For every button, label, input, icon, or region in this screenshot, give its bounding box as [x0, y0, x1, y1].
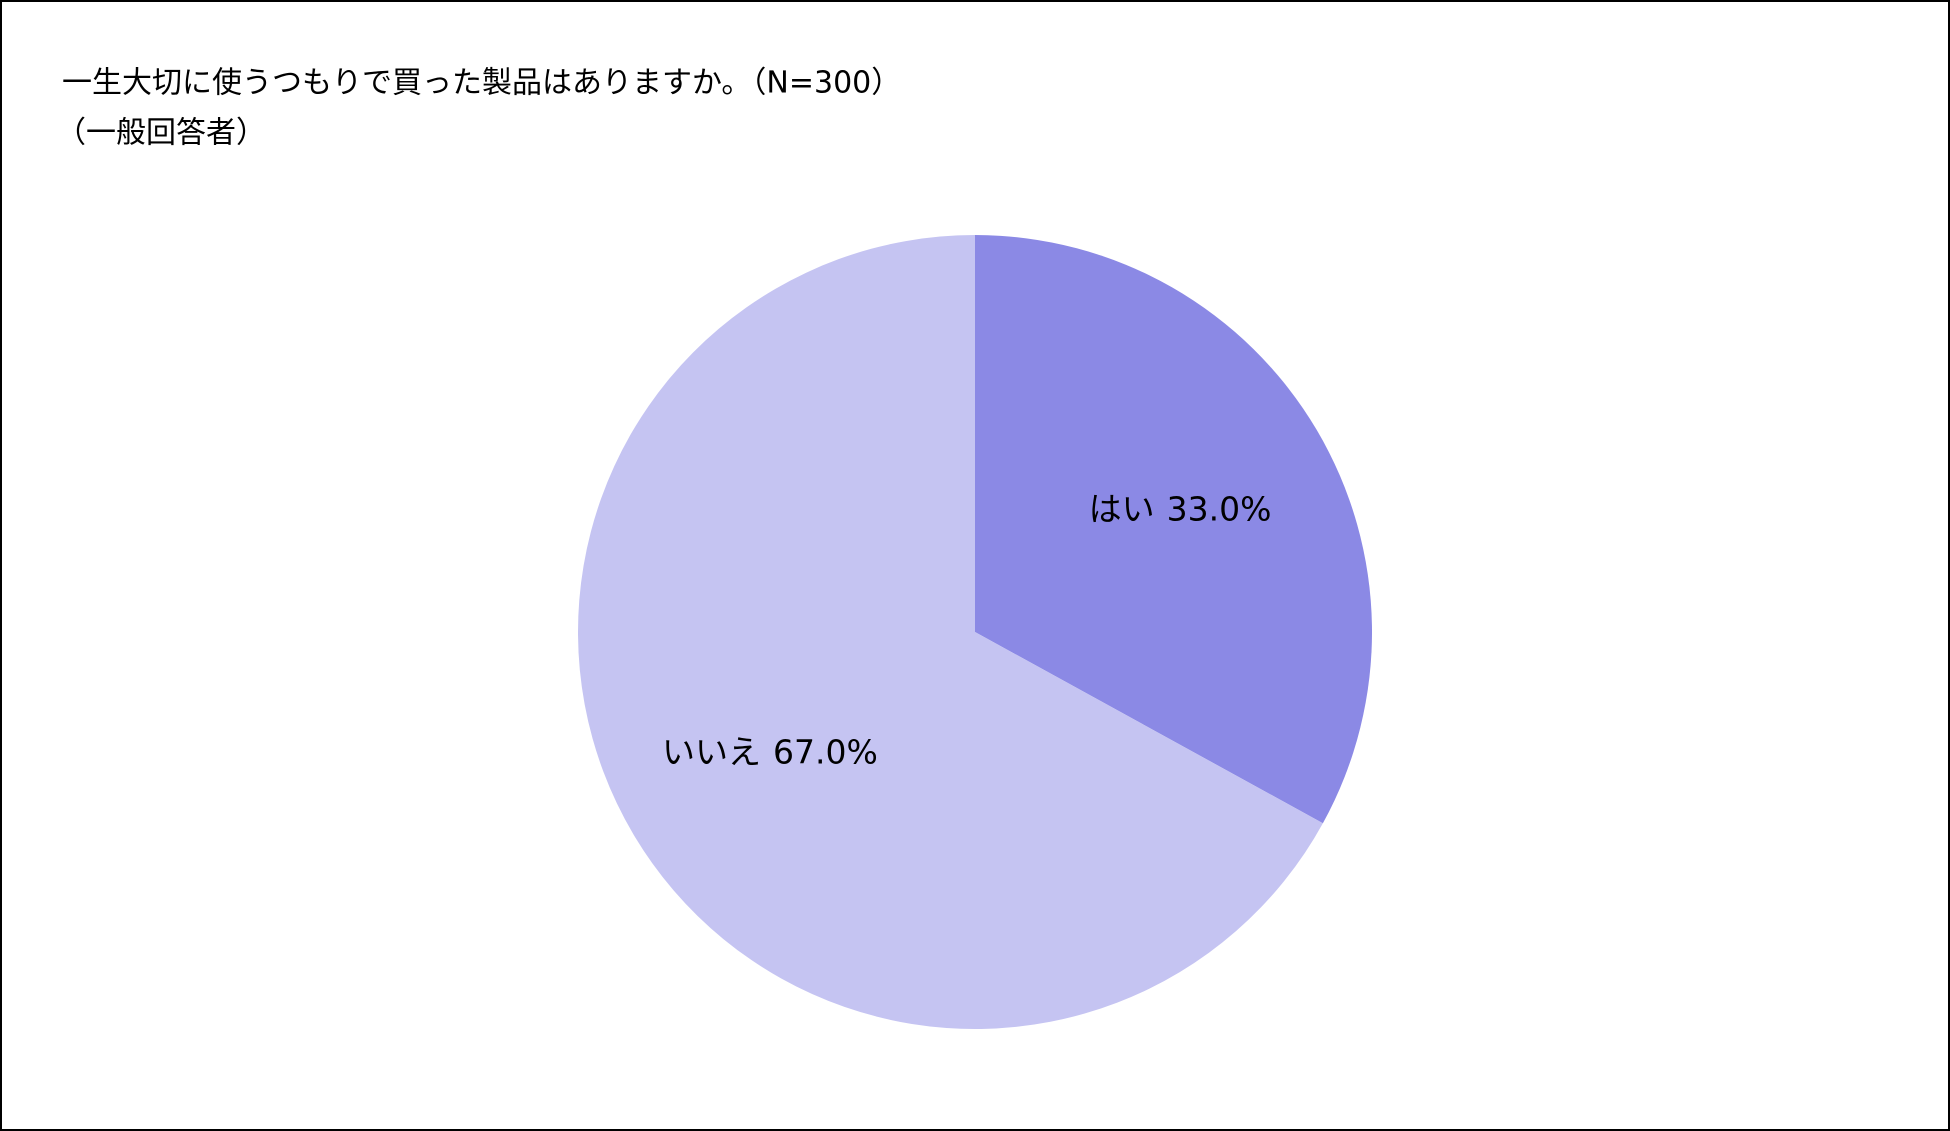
chart-subtitle: （一般回答者） — [56, 116, 266, 151]
chart-title: 一生大切に使うつもりで買った製品はありますか。（N=300） — [62, 66, 901, 101]
slice-value-label: 67.0% — [773, 732, 878, 771]
slice-label: はい 33.0% — [1089, 489, 1272, 528]
slice-category: いいえ — [662, 732, 761, 771]
slice-category: はい — [1089, 489, 1155, 528]
pie-slice — [577, 234, 1323, 1029]
slice-value-label: 33.0% — [1167, 489, 1272, 528]
pie-slice — [975, 235, 1373, 824]
slice-label: いいえ 67.0% — [662, 732, 878, 771]
